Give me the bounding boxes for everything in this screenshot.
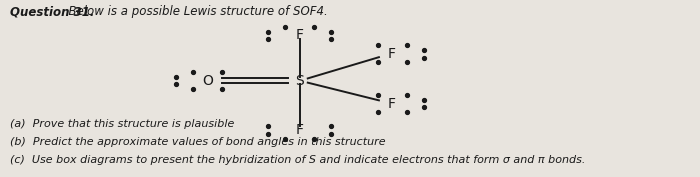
Text: (c)  Use box diagrams to present the hybridization of S and indicate electrons t: (c) Use box diagrams to present the hybr… [10,155,585,165]
Text: Below is a possible Lewis structure of SOF4.: Below is a possible Lewis structure of S… [62,5,328,18]
Text: F: F [388,47,396,61]
Text: F: F [296,123,304,137]
Text: (b)  Predict the approximate values of bond angles in this structure: (b) Predict the approximate values of bo… [10,137,386,147]
Text: Question 31.: Question 31. [10,5,94,18]
Text: (a)  Prove that this structure is plausible: (a) Prove that this structure is plausib… [10,119,235,129]
Text: F: F [388,96,396,111]
Text: F: F [296,28,304,42]
Text: S: S [295,73,304,88]
Text: O: O [202,73,213,88]
